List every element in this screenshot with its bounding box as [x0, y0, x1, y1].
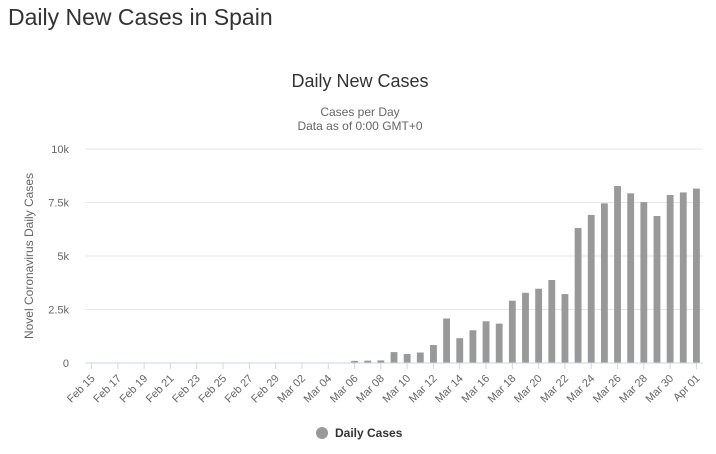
x-tick-label: Feb 27 [223, 373, 256, 406]
x-tick-label: Mar 08 [354, 373, 387, 406]
x-tick-label: Feb 23 [170, 373, 203, 406]
legend-label[interactable]: Daily Cases [335, 426, 403, 440]
bar[interactable] [640, 202, 648, 363]
x-tick-label: Mar 24 [565, 373, 598, 406]
bar[interactable] [627, 193, 635, 363]
bar[interactable] [390, 352, 398, 363]
bar[interactable] [522, 292, 529, 363]
bar[interactable] [482, 321, 490, 363]
y-tick-label: 10k [51, 144, 69, 156]
chart-subtitle-line-2: Data as of 0:00 GMT+0 [297, 119, 422, 133]
x-tick-label: Mar 12 [407, 373, 440, 406]
bar[interactable] [679, 192, 687, 363]
bar[interactable] [508, 300, 516, 363]
bar[interactable] [666, 195, 674, 363]
x-tick-label: Mar 30 [644, 373, 677, 406]
bar[interactable] [587, 214, 595, 363]
bar[interactable] [574, 227, 582, 363]
x-tick-label: Feb 17 [91, 373, 124, 406]
x-tick-label: Feb 21 [144, 373, 177, 406]
y-axis-title: Novel Coronavirus Daily Cases [22, 173, 36, 339]
x-tick-label: Mar 16 [459, 373, 492, 406]
x-tick-label: Apr 01 [671, 373, 702, 404]
gridlines [85, 148, 703, 310]
bar[interactable] [561, 294, 569, 363]
bar[interactable] [456, 338, 464, 363]
bar[interactable] [430, 345, 437, 363]
x-tick-label: Feb 29 [249, 373, 282, 406]
y-tick-label: 2.5k [48, 305, 69, 317]
x-tick-label: Mar 04 [302, 373, 335, 406]
y-tick-label: 7.5k [48, 198, 69, 210]
bar-series [351, 186, 700, 363]
x-tick-label: Mar 28 [617, 373, 650, 406]
x-tick-label: Feb 25 [196, 373, 229, 406]
chart-subtitle-line-1: Cases per Day [320, 105, 399, 119]
bar[interactable] [377, 360, 385, 363]
y-tick-label: 5k [57, 251, 69, 263]
x-tick-label: Mar 20 [512, 373, 545, 406]
legend-marker [316, 427, 328, 439]
page-title: Daily New Cases in Spain [8, 4, 273, 30]
x-tick-label: Feb 15 [65, 373, 98, 406]
bar[interactable] [614, 186, 621, 363]
x-tick-label: Mar 22 [538, 373, 571, 406]
x-tick-label: Mar 14 [433, 373, 466, 406]
y-axis-ticks: 0 2.5k 5k 7.5k 10k [48, 144, 69, 370]
bar[interactable] [364, 360, 372, 363]
x-tick-label: Feb 19 [118, 373, 151, 406]
bar[interactable] [469, 330, 477, 363]
bar[interactable] [443, 318, 451, 363]
bar[interactable] [535, 288, 543, 363]
x-tick-label: Mar 18 [486, 373, 519, 406]
y-tick-label: 0 [63, 358, 69, 370]
bar[interactable] [495, 323, 503, 363]
bar[interactable] [548, 279, 556, 363]
legend[interactable]: Daily Cases [316, 426, 403, 440]
bar[interactable] [653, 215, 661, 363]
bar[interactable] [403, 354, 411, 363]
x-tick-label: Mar 06 [328, 373, 361, 406]
chart-title: Daily New Cases [291, 71, 428, 91]
bar[interactable] [693, 188, 700, 363]
bar[interactable] [416, 352, 424, 363]
x-tick-label: Mar 10 [381, 373, 414, 406]
bar[interactable] [351, 360, 358, 363]
bar[interactable] [600, 203, 608, 363]
x-tick-label: Mar 26 [591, 373, 624, 406]
x-tick-label: Mar 02 [275, 373, 308, 406]
